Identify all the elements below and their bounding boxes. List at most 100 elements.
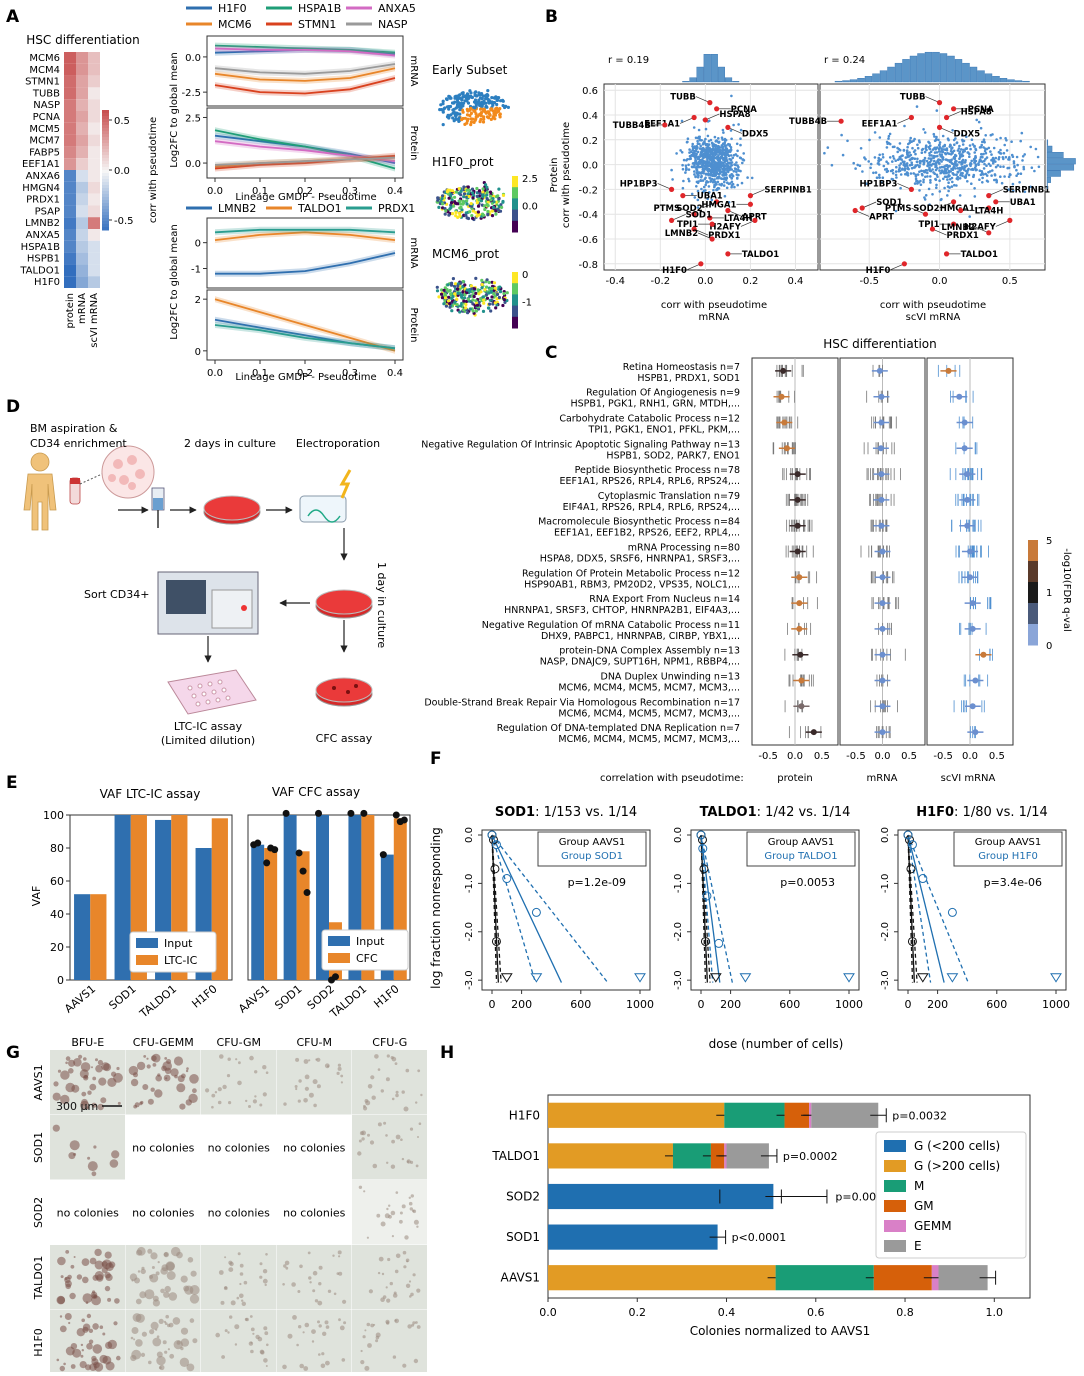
colony-blob bbox=[320, 1363, 326, 1369]
umap-point bbox=[483, 204, 487, 208]
x-tick-label: 0.0 bbox=[875, 751, 891, 762]
colony-blob bbox=[141, 1331, 147, 1337]
legend-label: Input bbox=[164, 937, 193, 950]
colony-blob bbox=[369, 1140, 375, 1145]
x-tick-label: -0.5 bbox=[859, 276, 879, 287]
scatter-point bbox=[999, 136, 1002, 140]
heatmap-cell bbox=[64, 134, 76, 147]
c-title: HSC differentiation bbox=[823, 337, 936, 351]
colony-blob bbox=[303, 1366, 309, 1371]
colony-blob bbox=[312, 1289, 316, 1293]
colony-blob bbox=[92, 1344, 103, 1354]
scatter-point bbox=[684, 171, 687, 174]
heatmap-cell bbox=[88, 181, 100, 194]
colony-blob bbox=[402, 1363, 407, 1368]
x-tick-label: 0.4 bbox=[387, 186, 403, 197]
scatter-point bbox=[1033, 169, 1036, 173]
highlight-point bbox=[943, 251, 950, 257]
x-tick-label: 0 bbox=[698, 998, 705, 1011]
scatter-point bbox=[877, 163, 881, 166]
scatter-point bbox=[967, 173, 971, 177]
scatter-point bbox=[938, 169, 941, 172]
highlight-label: PRDX1 bbox=[947, 231, 979, 241]
cbar-segment bbox=[102, 128, 109, 132]
umap-point bbox=[473, 106, 477, 110]
colony-blob bbox=[111, 1071, 117, 1077]
highlight-label: SOD1 bbox=[686, 210, 712, 220]
facet-label: Protein bbox=[408, 125, 419, 160]
colony-blob bbox=[413, 1219, 419, 1225]
facet-frame bbox=[206, 217, 404, 289]
h-bar-G (>200 cells) bbox=[548, 1265, 776, 1291]
x-tick-label: 600 bbox=[779, 998, 800, 1011]
ldi-point-test bbox=[918, 874, 928, 884]
umap-point bbox=[498, 115, 502, 119]
scatter-point bbox=[713, 135, 717, 139]
scatter-point bbox=[956, 175, 960, 179]
colony-blob bbox=[360, 1349, 363, 1353]
highlight-label: TPI1 bbox=[677, 220, 698, 230]
colony-blob bbox=[146, 1064, 151, 1069]
scatter-point bbox=[714, 182, 718, 185]
scatter-point bbox=[958, 166, 962, 170]
scatter-point bbox=[717, 140, 720, 144]
scatter-point bbox=[881, 153, 885, 156]
umap-point bbox=[444, 209, 448, 213]
colony-blob bbox=[65, 1061, 68, 1065]
hist-bar bbox=[879, 70, 888, 83]
scatter-point bbox=[690, 153, 693, 157]
umap-cbar-seg bbox=[512, 187, 518, 199]
series-line-HSPA1B bbox=[214, 44, 396, 54]
scatter-point bbox=[721, 150, 724, 154]
colony-blob bbox=[257, 1336, 263, 1342]
colony-blob bbox=[162, 1061, 172, 1071]
scatter-point bbox=[960, 165, 964, 169]
umap-point bbox=[445, 105, 450, 109]
colony-blob bbox=[100, 1097, 107, 1104]
scatter-point bbox=[918, 170, 921, 173]
highlight-point bbox=[747, 193, 754, 199]
scatter-point bbox=[739, 137, 742, 140]
scatter-point bbox=[704, 166, 707, 169]
heatmap-row-label: HSPA1B bbox=[21, 242, 60, 253]
scatter-point bbox=[1022, 165, 1025, 169]
median-point bbox=[781, 419, 788, 426]
scatter-point bbox=[731, 156, 735, 160]
scatter-point bbox=[706, 134, 710, 138]
heatmap-cell bbox=[88, 276, 100, 288]
scatter-point bbox=[706, 144, 710, 147]
colony-blob bbox=[299, 1264, 303, 1269]
colony-blob bbox=[220, 1300, 225, 1305]
hist-bar-y bbox=[1046, 139, 1049, 146]
scatter-point bbox=[1019, 172, 1023, 175]
scatter-point bbox=[874, 171, 878, 174]
scatter-point bbox=[691, 148, 694, 152]
umap-point bbox=[469, 284, 473, 288]
panel-letter-a: A bbox=[6, 7, 20, 27]
umap-point bbox=[464, 302, 468, 307]
highlight-label: LMNB2 bbox=[941, 223, 974, 233]
colony-blob bbox=[366, 1236, 369, 1239]
colony-blob bbox=[337, 1063, 341, 1067]
scatter-point bbox=[709, 152, 713, 156]
scatter-point bbox=[713, 178, 716, 181]
scatter-point bbox=[717, 137, 720, 140]
colony-blob bbox=[88, 1339, 94, 1344]
umap-point bbox=[471, 117, 475, 121]
syringe-icon bbox=[151, 487, 165, 528]
scatter-point bbox=[685, 166, 688, 170]
median-point bbox=[879, 574, 886, 581]
umap-point bbox=[471, 196, 475, 200]
scatter-point bbox=[923, 131, 927, 134]
colony-blob bbox=[64, 1313, 72, 1320]
scatter-point bbox=[696, 180, 700, 184]
scatter-point bbox=[985, 174, 989, 177]
umap-point bbox=[457, 187, 461, 191]
umap-point bbox=[467, 194, 471, 199]
colony-blob bbox=[395, 1090, 399, 1094]
ldi-point-control bbox=[490, 864, 500, 874]
median-point bbox=[878, 522, 885, 529]
umap-point bbox=[478, 96, 483, 100]
colony-blob bbox=[60, 1094, 70, 1105]
scatter-point bbox=[708, 191, 711, 194]
